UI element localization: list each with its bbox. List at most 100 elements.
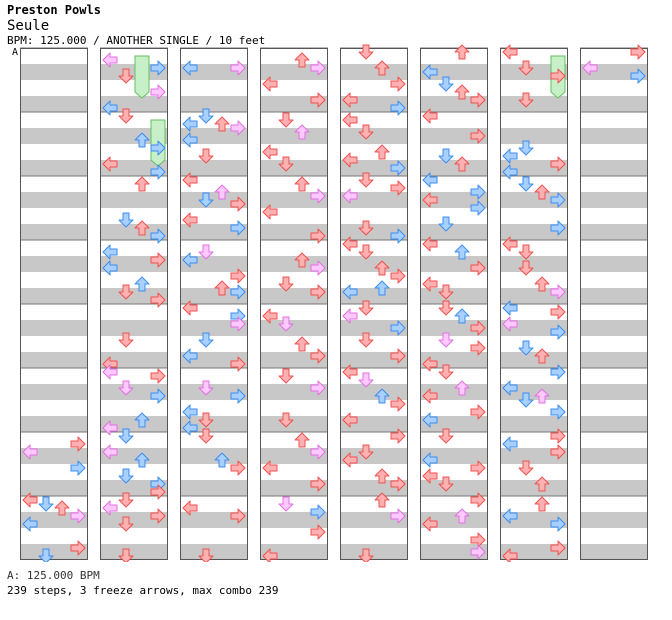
- right-arrow-icon: [550, 324, 566, 340]
- left-arrow-icon: [422, 356, 438, 372]
- down-arrow-icon: [198, 108, 214, 124]
- left-arrow-icon: [502, 380, 518, 396]
- beat-stripe: [180, 544, 248, 560]
- down-arrow-icon: [278, 368, 294, 384]
- left-arrow-icon: [422, 108, 438, 124]
- up-arrow-icon: [454, 380, 470, 396]
- column-border: [180, 48, 248, 560]
- right-arrow-icon: [310, 380, 326, 396]
- right-arrow-icon: [390, 180, 406, 196]
- left-arrow-icon: [182, 404, 198, 420]
- left-arrow-icon: [102, 100, 118, 116]
- left-arrow-icon: [342, 188, 358, 204]
- bpm-footer: A: 125.000 BPM: [7, 569, 100, 582]
- step-stats: 239 steps, 3 freeze arrows, max combo 23…: [7, 584, 279, 597]
- up-arrow-icon: [534, 388, 550, 404]
- chart-column: [20, 47, 88, 562]
- up-arrow-icon: [454, 508, 470, 524]
- right-arrow-icon: [310, 524, 326, 540]
- song-artist: Preston Powls: [7, 3, 101, 17]
- down-arrow-icon: [358, 300, 374, 316]
- left-arrow-icon: [102, 444, 118, 460]
- down-arrow-icon: [518, 244, 534, 260]
- beat-stripe: [260, 160, 328, 176]
- left-arrow-icon: [102, 364, 118, 380]
- down-arrow-icon: [198, 148, 214, 164]
- down-arrow-icon: [278, 496, 294, 512]
- down-arrow-icon: [198, 548, 214, 562]
- right-arrow-icon: [550, 428, 566, 444]
- right-arrow-icon: [150, 60, 166, 76]
- down-arrow-icon: [278, 412, 294, 428]
- right-arrow-icon: [550, 516, 566, 532]
- left-arrow-icon: [182, 172, 198, 188]
- chart-column: [260, 47, 328, 562]
- right-arrow-icon: [470, 340, 486, 356]
- up-arrow-icon: [534, 496, 550, 512]
- left-arrow-icon: [182, 500, 198, 516]
- beat-stripe: [580, 96, 648, 112]
- right-arrow-icon: [470, 184, 486, 200]
- left-arrow-icon: [182, 60, 198, 76]
- right-arrow-icon: [310, 444, 326, 460]
- right-arrow-icon: [230, 316, 246, 332]
- beat-stripe: [20, 224, 88, 240]
- right-arrow-icon: [310, 60, 326, 76]
- down-arrow-icon: [518, 392, 534, 408]
- down-arrow-icon: [358, 372, 374, 388]
- up-arrow-icon: [294, 432, 310, 448]
- down-arrow-icon: [198, 332, 214, 348]
- down-arrow-icon: [198, 244, 214, 260]
- right-arrow-icon: [390, 268, 406, 284]
- up-arrow-icon: [134, 452, 150, 468]
- beat-stripe: [420, 192, 488, 208]
- left-arrow-icon: [182, 212, 198, 228]
- right-arrow-icon: [310, 188, 326, 204]
- right-arrow-icon: [230, 460, 246, 476]
- beat-stripe: [580, 384, 648, 400]
- down-arrow-icon: [438, 148, 454, 164]
- chart-column: [500, 44, 568, 562]
- left-arrow-icon: [422, 388, 438, 404]
- beat-stripe: [580, 160, 648, 176]
- left-arrow-icon: [502, 148, 518, 164]
- down-arrow-icon: [118, 212, 134, 228]
- beat-stripe: [580, 288, 648, 304]
- up-arrow-icon: [54, 500, 70, 516]
- right-arrow-icon: [470, 260, 486, 276]
- column-border: [420, 48, 488, 560]
- right-arrow-icon: [470, 320, 486, 336]
- beat-stripe: [340, 64, 408, 80]
- down-arrow-icon: [438, 284, 454, 300]
- right-arrow-icon: [550, 444, 566, 460]
- right-arrow-icon: [150, 252, 166, 268]
- down-arrow-icon: [118, 108, 134, 124]
- right-arrow-icon: [150, 228, 166, 244]
- down-arrow-icon: [118, 284, 134, 300]
- up-arrow-icon: [374, 260, 390, 276]
- beat-stripe: [20, 384, 88, 400]
- left-arrow-icon: [342, 92, 358, 108]
- right-arrow-icon: [390, 428, 406, 444]
- freeze-arrow: [134, 55, 150, 99]
- right-arrow-icon: [150, 368, 166, 384]
- beat-stripe: [20, 160, 88, 176]
- left-arrow-icon: [422, 468, 438, 484]
- beat-stripe: [20, 64, 88, 80]
- right-arrow-icon: [150, 388, 166, 404]
- right-arrow-icon: [550, 192, 566, 208]
- beat-stripe: [20, 352, 88, 368]
- left-arrow-icon: [502, 164, 518, 180]
- up-arrow-icon: [454, 308, 470, 324]
- column-border: [100, 48, 168, 560]
- down-arrow-icon: [438, 76, 454, 92]
- song-title: Seule: [7, 18, 50, 34]
- chart-column: [340, 44, 408, 562]
- up-arrow-icon: [454, 156, 470, 172]
- down-arrow-icon: [198, 192, 214, 208]
- left-arrow-icon: [502, 236, 518, 252]
- beat-stripe: [260, 416, 328, 432]
- down-arrow-icon: [358, 332, 374, 348]
- down-arrow-icon: [518, 460, 534, 476]
- up-arrow-icon: [374, 492, 390, 508]
